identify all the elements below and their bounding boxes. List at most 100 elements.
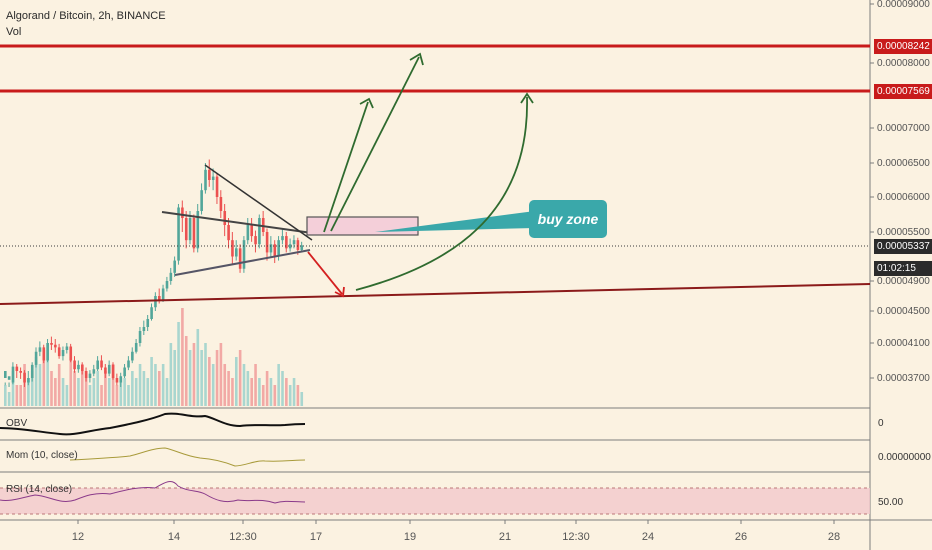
candle-body[interactable] [96,360,99,370]
candle-body[interactable] [119,376,123,383]
candle-body[interactable] [7,376,11,380]
buy-zone-rect[interactable] [306,216,419,236]
candle-body[interactable] [134,343,138,352]
candle-body[interactable] [27,378,30,383]
candle-body[interactable] [100,360,103,368]
candle-body[interactable] [150,307,153,319]
candle-body[interactable] [227,225,230,241]
candle-body[interactable] [88,373,92,378]
buy-zone-callout[interactable]: buy zone [529,200,607,238]
candle-body[interactable] [292,240,296,245]
candle-body[interactable] [42,347,46,361]
candle-body[interactable] [169,272,173,281]
candle-body[interactable] [238,248,242,269]
candle-body[interactable] [281,236,284,241]
candle-body[interactable] [104,367,107,374]
candle-body[interactable] [200,190,203,211]
candle-body[interactable] [38,347,42,352]
candle-body[interactable] [192,218,196,249]
candle-body[interactable] [11,366,15,383]
candle-body[interactable] [288,244,292,249]
candle-body[interactable] [34,351,38,365]
candle-body[interactable] [30,364,34,378]
candle-body[interactable] [154,296,157,308]
candle-body[interactable] [273,244,277,257]
volume-bar [134,378,138,406]
candle-body[interactable] [300,245,304,250]
candle-body[interactable] [111,364,115,378]
candle-body[interactable] [127,360,130,368]
candle-body[interactable] [50,343,53,345]
candle-body[interactable] [246,225,250,241]
candle-body[interactable] [84,371,88,378]
candle-body[interactable] [15,366,19,371]
candle-body[interactable] [211,176,215,180]
price-tick-label: 0.00004100 [877,338,930,349]
candle-body[interactable] [138,331,142,343]
candle-body[interactable] [131,351,134,361]
candle-body[interactable] [235,248,238,257]
candle-body[interactable] [142,327,146,331]
candle-body[interactable] [219,197,223,211]
green-arrow-1[interactable] [323,101,369,233]
volume-bar [27,378,30,406]
candle-body[interactable] [188,218,192,241]
candle-body[interactable] [107,364,111,374]
candle-body[interactable] [296,240,300,250]
candle-body[interactable] [215,176,219,197]
triangle-upper-line[interactable] [161,211,313,234]
candle-body[interactable] [231,240,234,257]
triangle-top-line[interactable] [204,164,313,241]
green-curve-arrow[interactable] [355,96,528,291]
candle-body[interactable] [173,260,176,273]
candle-body[interactable] [242,240,246,269]
candle-body[interactable] [46,343,49,361]
candle-body[interactable] [146,319,150,327]
candle-body[interactable] [250,225,253,237]
support-trendline[interactable] [0,283,871,305]
volume-label: Vol [6,26,22,38]
candle-body[interactable] [19,371,22,373]
candle-body[interactable] [269,244,273,253]
candle-body[interactable] [77,364,80,370]
candle-body[interactable] [208,169,211,180]
time-axis[interactable]: 12 14 12:30 17 19 21 12:30 24 26 28 [72,520,840,543]
candle-body[interactable] [177,207,180,261]
green-arrow-2[interactable] [330,56,420,232]
candle-body[interactable] [258,218,261,245]
volume-bar [242,364,246,406]
candle-body[interactable] [158,296,161,300]
candle-body[interactable] [81,364,84,371]
candle-body[interactable] [61,350,65,357]
volume-bar [69,357,73,406]
candle-body[interactable] [254,236,257,245]
candle-body[interactable] [204,169,207,191]
candle-body[interactable] [161,288,165,300]
candle-body[interactable] [57,347,61,357]
obv-line [0,412,306,436]
candle-body[interactable] [4,371,7,378]
price-tick-label: 0.00008000 [877,58,930,69]
triangle-lower-line[interactable] [174,249,311,276]
candle-body[interactable] [265,232,269,253]
candle-body[interactable] [123,367,126,377]
candle-body[interactable] [277,240,280,257]
candle-body[interactable] [285,236,288,249]
candle-body[interactable] [196,211,200,249]
candle-body[interactable] [115,378,119,383]
candle-body[interactable] [223,211,227,225]
candle-body[interactable] [184,218,188,241]
price-axis[interactable]: 0.00009000 0.00008000 0.00007000 0.00006500… [870,0,930,384]
volume-bar [250,378,253,406]
candle-body[interactable] [69,346,73,361]
candle-body[interactable] [73,360,76,370]
candle-body[interactable] [181,207,184,219]
candle-body[interactable] [165,281,169,289]
candle-body[interactable] [92,369,96,374]
candle-body[interactable] [23,372,26,383]
candle-body[interactable] [261,218,265,232]
candle-body[interactable] [54,344,57,348]
candle-body[interactable] [65,346,69,351]
red-arrow[interactable] [307,251,343,295]
